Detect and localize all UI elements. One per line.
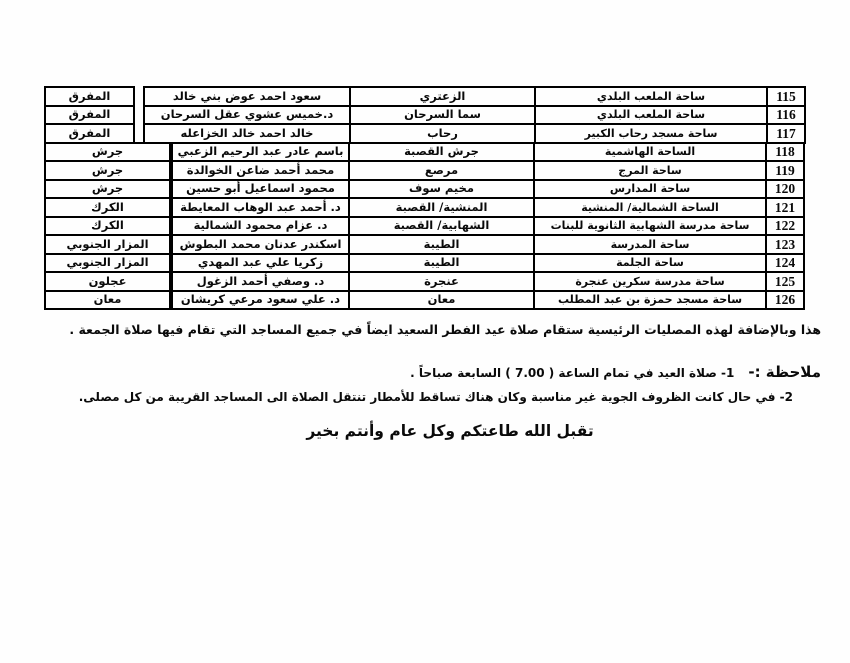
imam-cell: محمد أحمد ضاعن الخوالدة [171,160,350,181]
table-row: جرش باسم عادر عبد الرحيم الزعبي جرش القص… [44,141,806,162]
location-cell: الساحة الهاشمية [535,141,767,162]
table-row: جرش محمد أحمد ضاعن الخوالدة مرصع ساحة ال… [44,160,806,181]
row-number-cell: 124 [767,252,805,273]
area-cell: جرش القصبة [350,141,535,162]
imam-cell: محمود اسماعيل أبو حسين [171,178,350,199]
row-number-cell: 126 [767,289,805,310]
location-cell: ساحة الجلمة [535,252,767,273]
table-row: المزار الجنوبي زكريا علي عبد المهدي الطي… [44,252,806,273]
column-gap [135,123,143,144]
governorate-cell: عجلون [44,271,171,292]
location-cell: ساحة الملعب البلدي [536,104,768,125]
table-row: المفرق سعود احمد عوض بني خالد الزعتري سا… [44,86,806,107]
imam-cell: د. عزام محمود الشمالية [171,215,350,236]
area-cell: مخيم سوف [350,178,535,199]
area-cell: الزعتري [351,86,536,107]
column-gap [135,86,143,107]
location-cell: الساحة الشمالية/ المنشية [535,197,767,218]
area-cell: المنشية/ القصبة [350,197,535,218]
imam-cell: زكريا علي عبد المهدي [171,252,350,273]
governorate-cell: المفرق [44,123,135,144]
location-cell: ساحة المدرسة [535,234,767,255]
closing-blessing: تقبل الله طاعتكم وكل عام وأنتم بخير [306,422,594,440]
governorate-cell: المزار الجنوبي [44,252,171,273]
table-row: معان د. علي سعود مرعي كريشان معان ساحة م… [44,289,806,310]
note-line-1: ملاحظة :- 1- صلاة العيد في تمام الساعة ( … [30,362,821,381]
prayer-locations-table: المفرق سعود احمد عوض بني خالد الزعتري سا… [44,86,806,310]
location-cell: ساحة مسجد رحاب الكبير [536,123,768,144]
row-number-cell: 116 [768,104,806,125]
governorate-cell: جرش [44,141,171,162]
location-cell: ساحة مدرسة الشهابية الثانوية للبنات [535,215,767,236]
area-cell: الشهابية/ القصبة [350,215,535,236]
area-cell: الطيبة [350,234,535,255]
table-row: الكرك د. عزام محمود الشمالية الشهابية/ ا… [44,215,806,236]
table-row: عجلون د. وصفي أحمد الزغول عنجرة ساحة مدر… [44,271,806,292]
governorate-cell: المفرق [44,86,135,107]
area-cell: عنجرة [350,271,535,292]
imam-cell: د.خميس عشوي عقل السرحان [143,104,351,125]
governorate-cell: جرش [44,178,171,199]
area-cell: مرصع [350,160,535,181]
governorate-cell: الكرك [44,197,171,218]
row-number-cell: 119 [767,160,805,181]
row-number-cell: 120 [767,178,805,199]
imam-cell: د. أحمد عبد الوهاب المعايطة [171,197,350,218]
column-gap [135,105,143,126]
area-cell: سما السرحان [351,104,536,125]
location-cell: ساحة مسجد حمزة بن عبد المطلب [535,289,767,310]
imam-cell: سعود احمد عوض بني خالد [143,86,351,107]
imam-cell: باسم عادر عبد الرحيم الزعبي [171,141,350,162]
location-cell: ساحة المدارس [535,178,767,199]
area-cell: الطيبة [350,252,535,273]
table-row: المفرق خالد احمد خالد الخزاعله رحاب ساحة… [44,123,806,144]
governorate-cell: الكرك [44,215,171,236]
table-row: المفرق د.خميس عشوي عقل السرحان سما السرح… [44,104,806,126]
location-cell: ساحة الملعب البلدي [536,86,768,107]
note-label: ملاحظة :- [748,363,821,381]
table-row: جرش محمود اسماعيل أبو حسين مخيم سوف ساحة… [44,178,806,199]
row-number-cell: 122 [767,215,805,236]
row-number-cell: 118 [767,141,805,162]
table-row: المزار الجنوبي اسكندر عدنان محمد البطوش … [44,234,806,255]
note-line-2: 2- في حال كانت الظروف الجوية غير مناسبة … [78,390,793,404]
location-cell: ساحة المرج [535,160,767,181]
governorate-cell: المزار الجنوبي [44,234,171,255]
row-number-cell: 125 [767,271,805,292]
imam-cell: د. وصفي أحمد الزغول [171,271,350,292]
row-number-cell: 115 [768,86,806,107]
governorate-cell: المفرق [44,104,135,125]
governorate-cell: معان [44,289,171,310]
row-number-cell: 123 [767,234,805,255]
area-cell: معان [350,289,535,310]
addendum-text: هذا وبالإضافة لهذه المصليات الرئيسية ستق… [69,322,821,337]
row-number-cell: 121 [767,197,805,218]
row-number-cell: 117 [768,123,806,144]
area-cell: رحاب [351,123,536,144]
table-row: الكرك د. أحمد عبد الوهاب المعايطة المنشي… [44,197,806,218]
imam-cell: خالد احمد خالد الخزاعله [143,123,351,144]
governorate-cell: جرش [44,160,171,181]
imam-cell: د. علي سعود مرعي كريشان [171,289,350,310]
imam-cell: اسكندر عدنان محمد البطوش [171,234,350,255]
location-cell: ساحة مدرسة سكرين عنجرة [535,271,767,292]
note-1-text: 1- صلاة العيد في تمام الساعة ( 7.00 ) ال… [410,366,735,380]
